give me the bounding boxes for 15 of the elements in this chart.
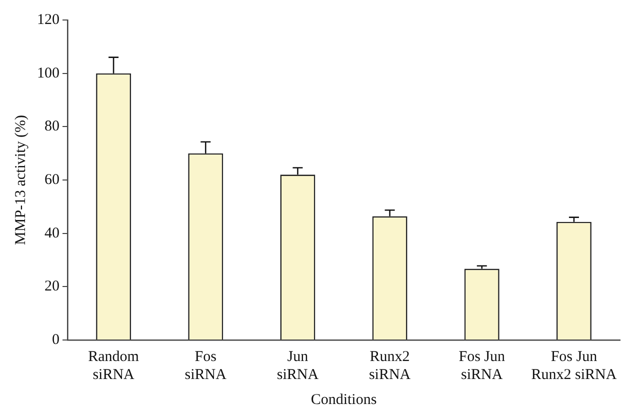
x-tick-label: Fos siRNA: [184, 348, 227, 383]
y-tick-label: 100: [37, 65, 60, 82]
y-tick-label: 0: [52, 332, 60, 348]
x-tick-label: Fos Jun Runx2 siRNA: [531, 348, 617, 383]
x-axis-title: Conditions: [310, 392, 377, 408]
y-tick-label: 80: [44, 118, 60, 135]
y-tick-label: 20: [44, 278, 60, 295]
x-tick-label: Runx2 siRNA: [368, 348, 411, 383]
y-tick-label: 120: [37, 12, 60, 28]
y-axis-title: MMP-13 activity (%): [12, 115, 29, 245]
y-tick-label: 40: [44, 225, 60, 242]
x-tick-label: Jun siRNA: [276, 348, 319, 383]
y-tick-label: 60: [44, 172, 60, 188]
x-tick-label: Fos Jun siRNA: [458, 348, 506, 383]
x-tick-label: Random siRNA: [88, 348, 140, 383]
